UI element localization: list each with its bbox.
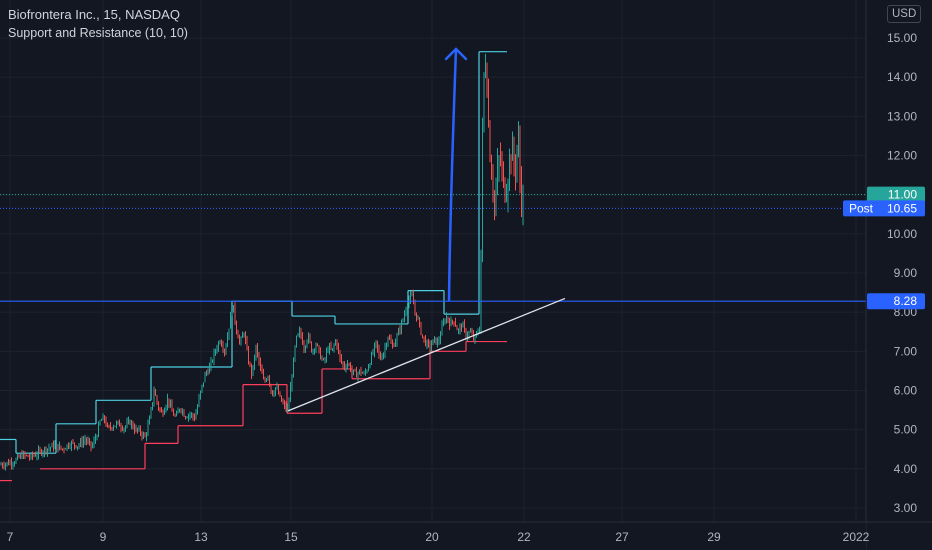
x-tick-label: 2022: [843, 530, 870, 544]
y-tick-label: 13.00: [887, 109, 917, 123]
y-tick-label: 14.00: [887, 70, 917, 84]
arrow-head[interactable]: [444, 47, 468, 61]
symbol-title[interactable]: Biofrontera Inc., 15, NASDAQ: [8, 7, 180, 22]
post-price-tag-bg[interactable]: [843, 200, 925, 217]
y-tick-label: 9.00: [894, 266, 918, 280]
x-tick-label: 20: [425, 530, 439, 544]
y-tick-label: 3.00: [894, 501, 918, 515]
price-axis[interactable]: 15.0014.0013.0012.0011.0010.009.008.007.…: [843, 0, 932, 550]
grid: [0, 0, 866, 522]
y-tick-label: 7.00: [894, 344, 918, 358]
time-axis-bg: [0, 522, 866, 550]
indicator-title[interactable]: Support and Resistance (10, 10): [8, 26, 188, 40]
price-axis-bg: [866, 0, 932, 550]
last-price-tag[interactable]: 11.00: [888, 188, 917, 202]
post-price-tag[interactable]: 10.65: [887, 201, 917, 215]
horizontal-line-tag-bg[interactable]: [867, 293, 925, 310]
x-tick-label: 27: [615, 530, 629, 544]
last-price-tag-bg[interactable]: [867, 186, 925, 203]
drawings[interactable]: [0, 47, 866, 412]
x-tick-label: 9: [100, 530, 107, 544]
y-tick-label: 12.00: [887, 149, 917, 163]
y-tick-label: 5.00: [894, 423, 918, 437]
horizontal-line-tag[interactable]: 8.28: [894, 294, 918, 308]
y-tick-label: 4.00: [894, 462, 918, 476]
x-tick-label: 22: [517, 530, 531, 544]
x-tick-label: 15: [284, 530, 298, 544]
chart-legend: Biofrontera Inc., 15, NASDAQ Support and…: [8, 6, 188, 42]
x-tick-label: 7: [7, 530, 14, 544]
y-tick-label: 10.00: [887, 227, 917, 241]
support-resistance-levels: [0, 51, 507, 482]
y-tick-label: 6.00: [894, 384, 918, 398]
currency-label[interactable]: USD: [887, 5, 922, 23]
arrow-shaft[interactable]: [447, 48, 458, 302]
trendline[interactable]: [287, 297, 566, 412]
x-tick-label: 29: [707, 530, 721, 544]
x-tick-label: 13: [194, 530, 208, 544]
time-axis[interactable]: 7 9 13 15 20 22 27 29 2022: [0, 521, 932, 550]
candles: [0, 53, 524, 471]
post-price-session-label[interactable]: Post: [849, 201, 874, 215]
y-tick-label: 15.00: [887, 31, 917, 45]
